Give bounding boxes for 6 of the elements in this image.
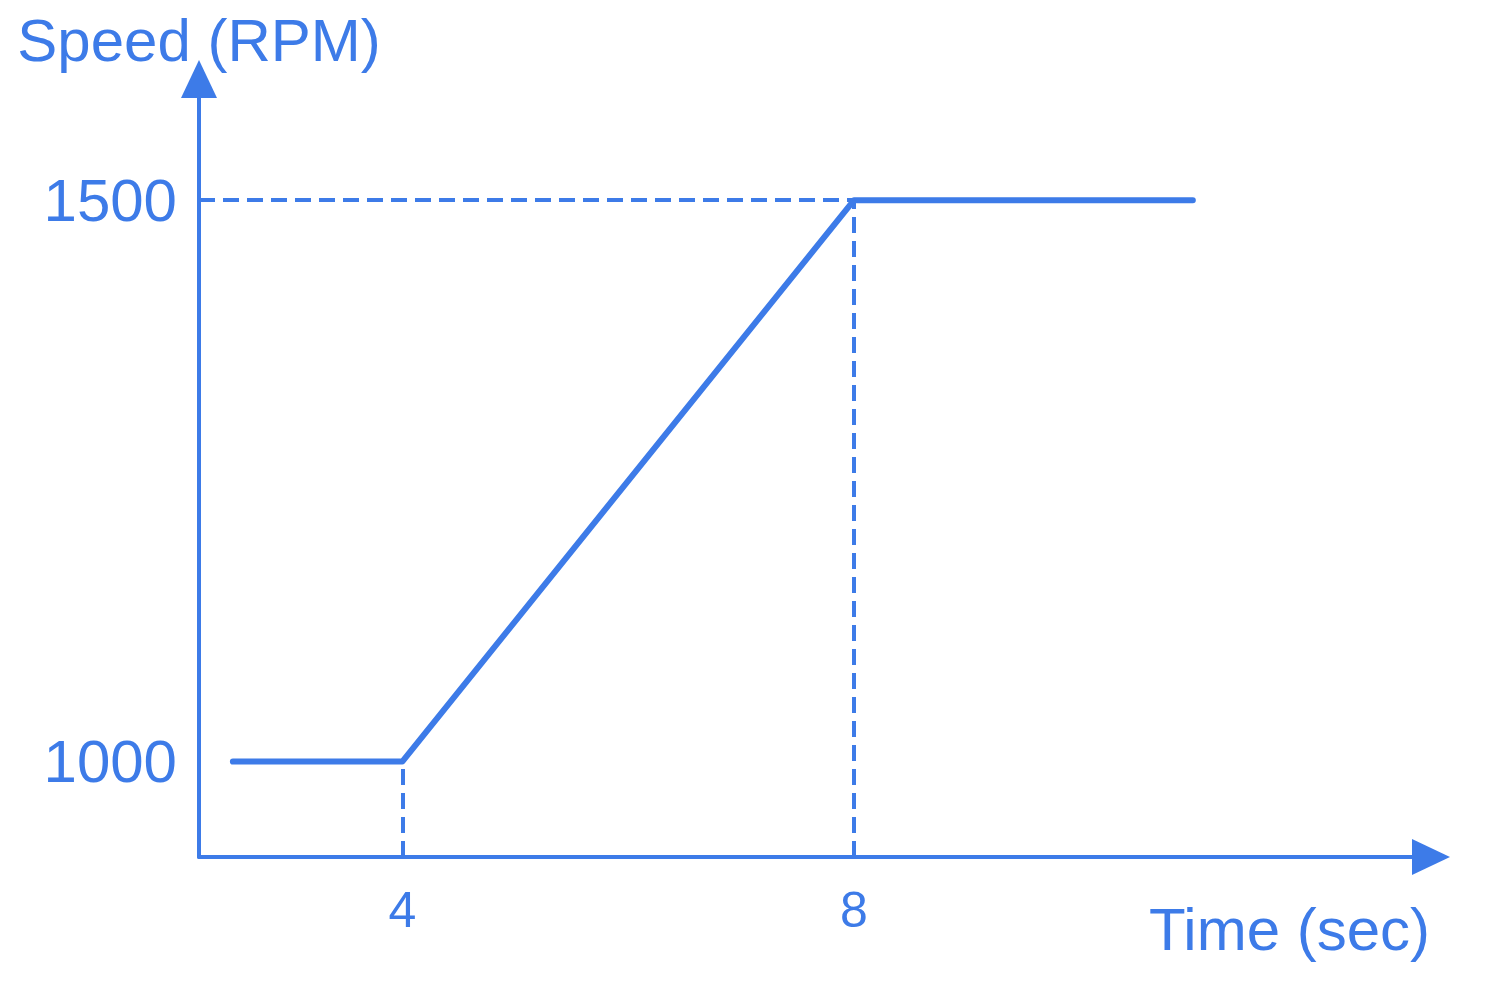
x-tick-label: 4 xyxy=(388,882,417,938)
x-tick-label: 8 xyxy=(840,882,868,938)
y-tick-label: 1000 xyxy=(43,728,177,796)
y-tick-label: 1500 xyxy=(43,166,177,234)
x-axis-title: Time (sec) xyxy=(1148,895,1430,963)
y-axis-title: Speed (RPM) xyxy=(17,6,381,74)
